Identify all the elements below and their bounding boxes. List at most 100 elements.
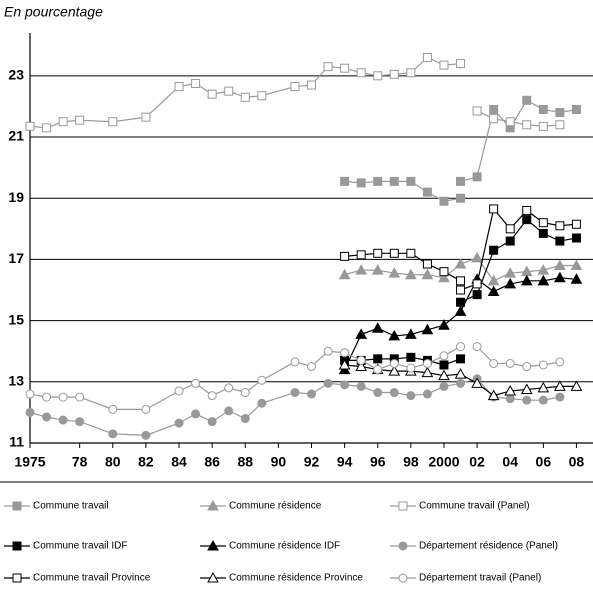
point xyxy=(355,360,368,372)
legend-item: Département travail (Panel) xyxy=(390,573,541,584)
point xyxy=(438,319,450,330)
point xyxy=(174,386,184,396)
point xyxy=(555,236,565,246)
point xyxy=(108,117,118,127)
point xyxy=(406,363,416,373)
point xyxy=(58,415,68,425)
point xyxy=(472,279,482,289)
point xyxy=(537,381,550,393)
point xyxy=(373,354,383,364)
point xyxy=(373,365,383,375)
point xyxy=(405,268,417,280)
x-tick-label: 08 xyxy=(569,454,585,470)
point xyxy=(406,391,416,401)
point xyxy=(439,60,449,70)
point xyxy=(504,384,517,396)
point xyxy=(355,264,368,275)
x-tick-label: 1975 xyxy=(14,454,45,470)
point xyxy=(373,248,383,258)
x-tick-label: 82 xyxy=(138,454,154,470)
point xyxy=(505,117,515,127)
point xyxy=(373,388,383,398)
point xyxy=(538,104,548,114)
point xyxy=(487,285,500,297)
point xyxy=(290,82,300,92)
point xyxy=(487,389,500,401)
point xyxy=(456,193,466,203)
point xyxy=(421,268,434,280)
point xyxy=(42,412,52,422)
x-tick-label: 96 xyxy=(370,454,386,470)
point xyxy=(356,381,366,391)
legend-swatch-marker xyxy=(398,541,408,551)
point xyxy=(454,368,467,379)
point xyxy=(487,274,500,286)
point xyxy=(421,323,434,335)
x-tick-label: 84 xyxy=(171,454,187,470)
point xyxy=(224,383,234,393)
point xyxy=(75,417,85,427)
point xyxy=(388,267,401,278)
point xyxy=(371,322,384,333)
point xyxy=(338,268,351,280)
legend-label: Département résidence (Panel) xyxy=(419,541,558,552)
point xyxy=(571,233,581,243)
point xyxy=(422,389,432,399)
point xyxy=(58,117,68,127)
point xyxy=(307,80,316,90)
x-tick-label: 80 xyxy=(105,454,121,470)
point xyxy=(191,378,201,388)
point xyxy=(108,404,118,414)
point xyxy=(554,271,566,283)
point xyxy=(25,389,35,399)
x-tick-label: 86 xyxy=(204,454,220,470)
x-tick-label: 2000 xyxy=(428,454,459,470)
x-tick-label: 90 xyxy=(271,454,287,470)
point xyxy=(570,380,583,391)
point xyxy=(25,121,35,131)
point xyxy=(471,377,483,388)
point xyxy=(571,219,581,229)
point xyxy=(356,68,366,78)
point xyxy=(340,380,350,390)
point xyxy=(356,355,366,365)
y-tick-label: 15 xyxy=(8,311,24,327)
legend-label: Commune travail xyxy=(33,501,109,512)
point xyxy=(439,381,449,391)
point xyxy=(538,228,548,238)
legend-swatch-marker xyxy=(398,573,408,583)
point xyxy=(522,205,532,215)
point xyxy=(489,114,499,124)
point xyxy=(406,248,416,258)
point xyxy=(570,273,583,284)
legend-item: Commune travail xyxy=(4,501,109,512)
point xyxy=(58,392,68,402)
point xyxy=(406,176,416,186)
legend-item: Commune résidence xyxy=(200,499,322,512)
y-tick-label: 13 xyxy=(8,373,24,389)
point xyxy=(571,104,581,114)
point xyxy=(472,106,482,116)
point xyxy=(405,328,417,339)
point xyxy=(522,95,532,105)
point xyxy=(340,251,350,261)
x-tick-label: 94 xyxy=(337,454,353,470)
point xyxy=(456,342,466,352)
legend-label: Département travail (Panel) xyxy=(419,573,541,584)
point xyxy=(538,121,548,131)
y-tick-label: 23 xyxy=(8,67,24,83)
point xyxy=(290,357,300,367)
point xyxy=(456,354,466,364)
x-tick-label: 78 xyxy=(72,454,88,470)
legend-swatch-marker xyxy=(12,541,22,551)
legend-item: Commune résidence IDF xyxy=(200,539,340,552)
point xyxy=(421,366,434,378)
point xyxy=(338,358,351,370)
point xyxy=(439,196,449,206)
point xyxy=(456,59,466,69)
legend-item: Commune travail IDF xyxy=(4,541,127,552)
legend-swatch-marker xyxy=(207,571,219,583)
point xyxy=(505,224,515,234)
point xyxy=(471,251,483,263)
